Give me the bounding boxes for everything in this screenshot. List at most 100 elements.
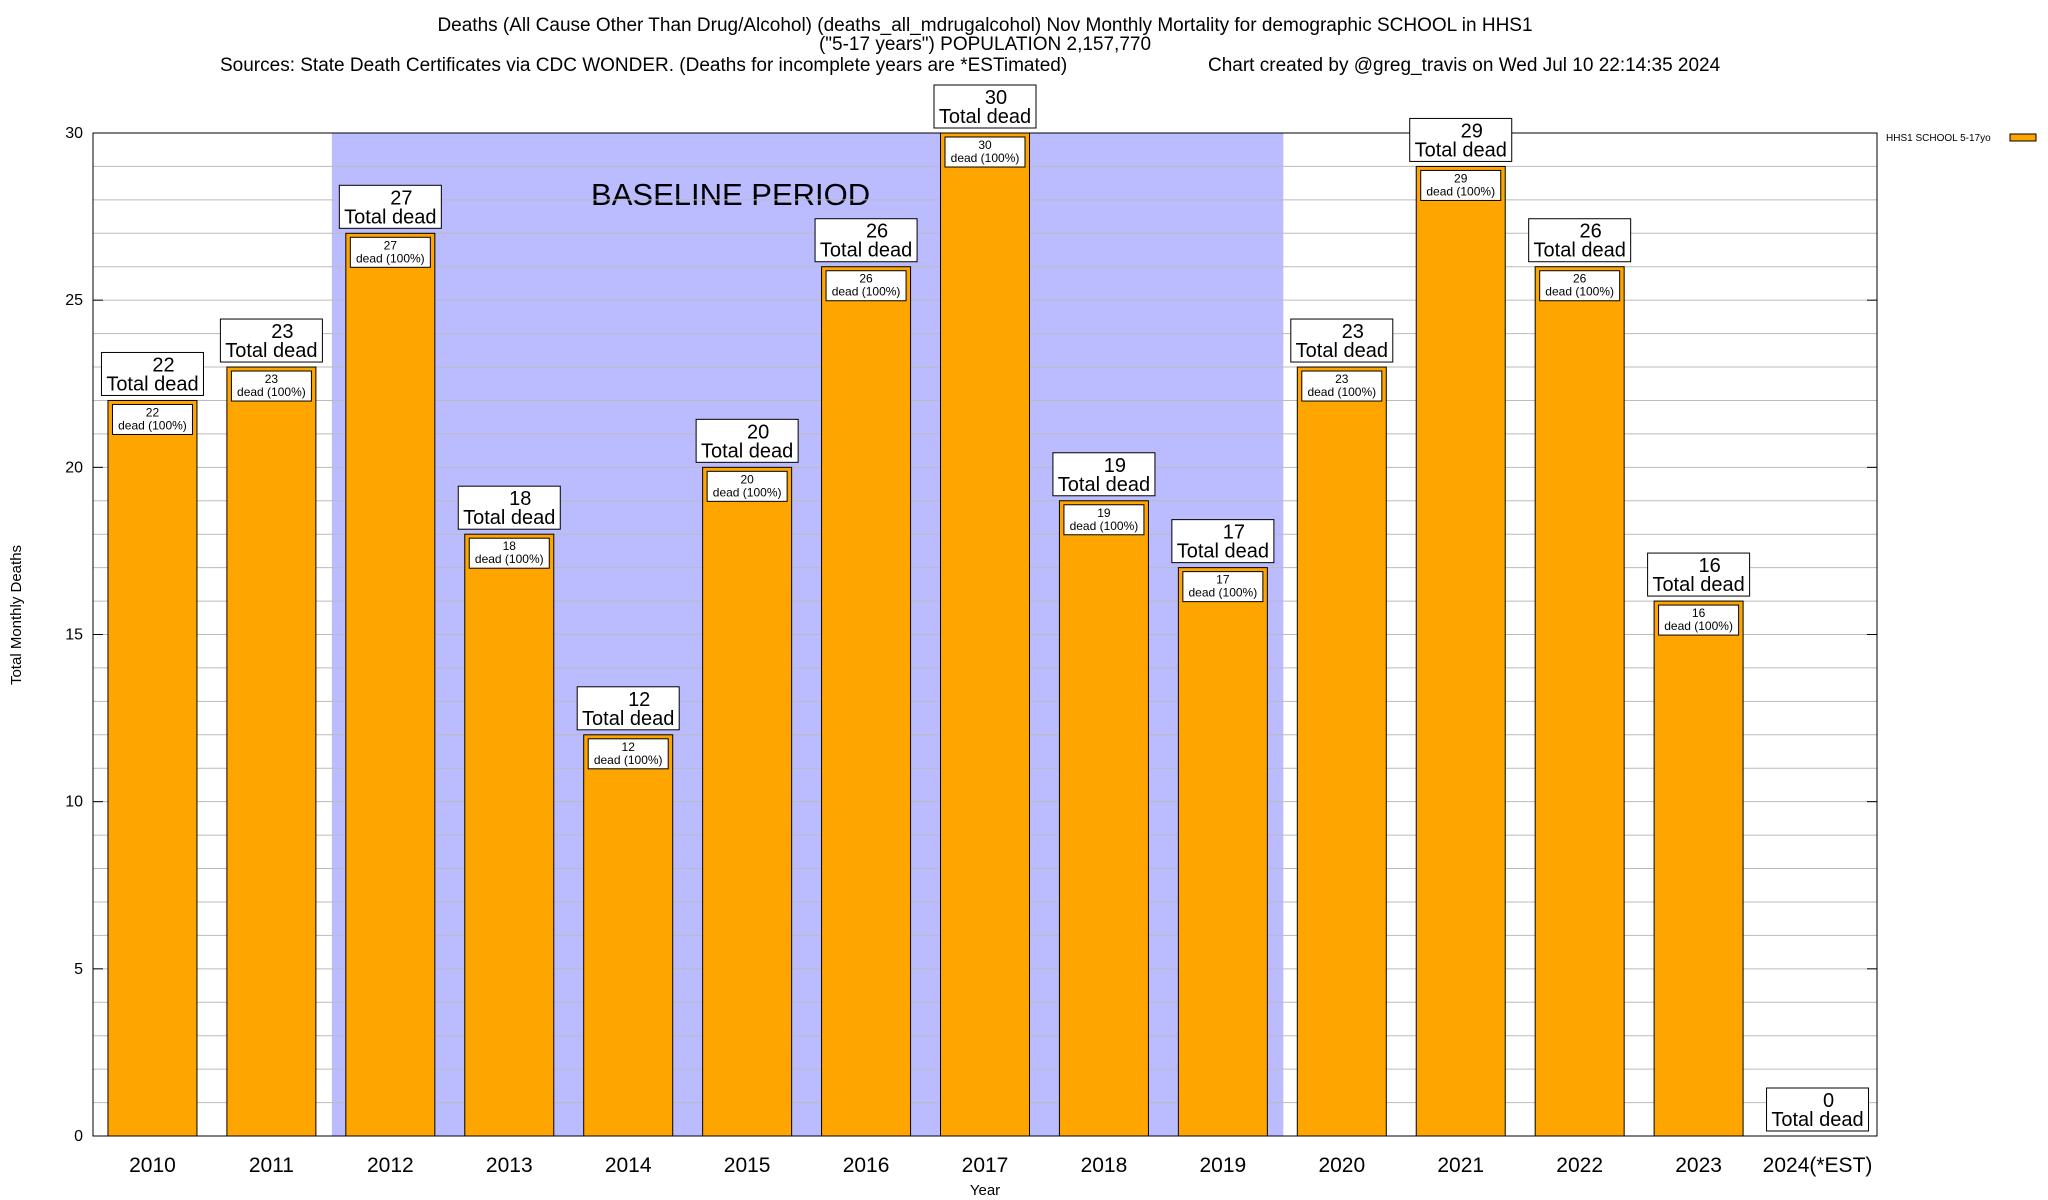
inner-label-value-2017: 30 xyxy=(978,138,992,152)
total-label-value-2021: 29 xyxy=(1461,120,1483,142)
bar-2012 xyxy=(345,232,436,1137)
total-label-value-2016: 26 xyxy=(866,221,888,243)
y-tick-label: 5 xyxy=(74,961,83,978)
x-tick-label-2024(*EST): 2024(*EST) xyxy=(1763,1154,1873,1177)
bar-2016 xyxy=(821,266,912,1137)
inner-label-value-2012: 27 xyxy=(384,238,398,252)
inner-label-text-2012: dead (100%) xyxy=(356,251,425,265)
inner-label-text-2010: dead (100%) xyxy=(118,418,187,432)
total-label-value-2024(*EST): 0 xyxy=(1823,1090,1834,1112)
x-tick-label-2020: 2020 xyxy=(1318,1154,1365,1177)
total-label-text-2015: Total dead xyxy=(701,440,793,462)
y-tick-label: 25 xyxy=(65,292,83,309)
inner-label-box-2018 xyxy=(1063,504,1145,536)
chart-sources-text: Sources: State Death Certificates via CD… xyxy=(220,55,1067,76)
x-tick-label-2018: 2018 xyxy=(1081,1154,1128,1177)
inner-label-box-2013 xyxy=(468,537,550,569)
total-label-box-2024(*EST) xyxy=(1766,1087,1870,1132)
total-label-box-2017 xyxy=(933,84,1037,129)
total-label-value-2018: 19 xyxy=(1104,455,1126,477)
total-label-text-2011: Total dead xyxy=(225,340,317,362)
chart-title-line-1: Deaths (All Cause Other Than Drug/Alcoho… xyxy=(437,15,1532,36)
total-label-box-2011 xyxy=(219,318,323,363)
bar-2015 xyxy=(702,466,793,1137)
total-label-box-2018 xyxy=(1052,452,1156,497)
bar-2020 xyxy=(1296,366,1387,1137)
total-label-box-2022 xyxy=(1528,218,1632,263)
total-label-value-2014: 12 xyxy=(628,689,650,711)
total-label-value-2023: 16 xyxy=(1698,555,1720,577)
inner-label-text-2016: dead (100%) xyxy=(832,285,901,299)
total-label-text-2017: Total dead xyxy=(939,106,1031,128)
y-tick-label: 30 xyxy=(65,125,83,142)
inner-label-text-2021: dead (100%) xyxy=(1426,184,1495,198)
x-tick-label-2021: 2021 xyxy=(1437,1154,1484,1177)
y-axis-title: Total Monthly Deaths xyxy=(8,545,25,685)
bar-2023 xyxy=(1653,600,1744,1137)
chart-title-line-2: ("5-17 years") POPULATION 2,157,770 xyxy=(819,34,1151,55)
bar-2022 xyxy=(1534,266,1625,1137)
bar-2011 xyxy=(226,366,317,1137)
legend-swatch xyxy=(2009,133,2037,142)
total-label-text-2023: Total dead xyxy=(1652,574,1744,596)
inner-label-value-2021: 29 xyxy=(1454,171,1468,185)
y-tick-label: 15 xyxy=(65,627,83,644)
total-label-box-2010 xyxy=(100,351,204,396)
inner-label-text-2017: dead (100%) xyxy=(951,151,1020,165)
bar-2014 xyxy=(583,734,674,1137)
total-label-box-2012 xyxy=(338,184,442,229)
x-tick-label-2016: 2016 xyxy=(843,1154,890,1177)
x-axis-title: Year xyxy=(970,1182,1000,1199)
bar-2018 xyxy=(1058,500,1149,1137)
total-label-box-2021 xyxy=(1409,117,1513,162)
inner-label-box-2017 xyxy=(944,136,1026,168)
total-label-text-2010: Total dead xyxy=(106,373,198,395)
x-tick-label-2023: 2023 xyxy=(1675,1154,1722,1177)
y-tick-label: 0 xyxy=(74,1128,83,1145)
y-tick-label: 20 xyxy=(65,459,83,476)
total-label-text-2014: Total dead xyxy=(582,708,674,730)
total-label-text-2018: Total dead xyxy=(1058,474,1150,496)
inner-label-text-2020: dead (100%) xyxy=(1307,385,1376,399)
inner-label-value-2015: 20 xyxy=(740,472,754,486)
inner-label-value-2010: 22 xyxy=(146,405,160,419)
y-tick-label: 10 xyxy=(65,794,83,811)
total-label-box-2023 xyxy=(1647,552,1751,597)
inner-label-box-2020 xyxy=(1301,370,1383,402)
total-label-value-2010: 22 xyxy=(152,354,174,376)
inner-label-text-2022: dead (100%) xyxy=(1545,285,1614,299)
inner-label-value-2022: 26 xyxy=(1573,272,1587,286)
total-label-box-2014 xyxy=(576,686,680,731)
total-label-box-2019 xyxy=(1171,519,1275,564)
inner-label-box-2023 xyxy=(1658,604,1740,636)
chart-credit-text: Chart created by @greg_travis on Wed Jul… xyxy=(1208,55,1721,76)
total-label-value-2020: 23 xyxy=(1342,321,1364,343)
total-label-value-2019: 17 xyxy=(1223,522,1245,544)
total-label-value-2012: 27 xyxy=(390,187,412,209)
total-label-value-2011: 23 xyxy=(271,321,293,343)
inner-label-value-2011: 23 xyxy=(265,372,279,386)
bars-group xyxy=(107,132,1744,1137)
x-tick-label-2013: 2013 xyxy=(486,1154,533,1177)
inner-label-text-2018: dead (100%) xyxy=(1070,519,1139,533)
bar-2019 xyxy=(1177,567,1268,1137)
inner-label-box-2012 xyxy=(349,236,431,268)
inner-label-box-2011 xyxy=(230,370,312,402)
total-label-value-2013: 18 xyxy=(509,488,531,510)
inner-label-value-2019: 17 xyxy=(1216,573,1230,587)
x-tick-label-2012: 2012 xyxy=(367,1154,414,1177)
inner-label-value-2013: 18 xyxy=(503,539,517,553)
legend: HHS1 SCHOOL 5-17yo xyxy=(1886,133,2037,144)
total-label-text-2016: Total dead xyxy=(820,240,912,262)
inner-label-box-2015 xyxy=(706,470,788,502)
bar-2010 xyxy=(107,399,198,1137)
total-label-text-2024(*EST): Total dead xyxy=(1771,1109,1863,1131)
inner-label-box-2019 xyxy=(1182,571,1264,603)
inner-label-text-2023: dead (100%) xyxy=(1664,619,1733,633)
total-label-value-2017: 30 xyxy=(985,87,1007,109)
inner-label-value-2016: 26 xyxy=(859,272,873,286)
